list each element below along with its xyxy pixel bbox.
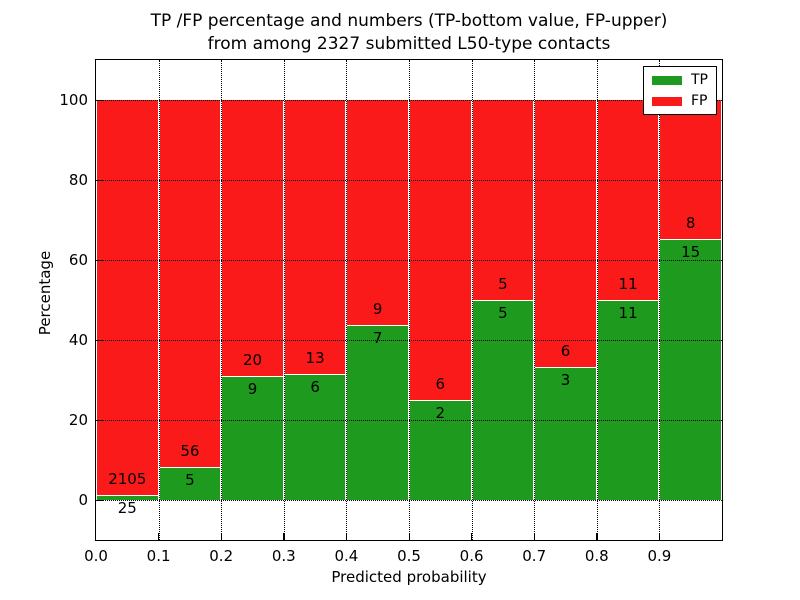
legend-item-fp: FP (652, 94, 708, 108)
v-gridline (283, 60, 285, 540)
y-tick-mark (96, 259, 103, 261)
bar-tp-segment (347, 325, 408, 500)
legend-label-fp: FP (691, 93, 708, 109)
fp-count-label: 11 (618, 275, 638, 293)
legend-swatch-tp-icon (652, 75, 682, 85)
y-tick-mark (96, 419, 103, 421)
v-gridline (346, 60, 348, 540)
x-tick-label: 0.8 (584, 547, 609, 565)
x-tick-mark (220, 533, 222, 540)
fp-count-label: 6 (435, 375, 446, 393)
tp-count-label: 25 (117, 499, 137, 518)
tp-count-label: 7 (372, 329, 383, 347)
bar-fp-segment (472, 100, 534, 300)
bar-fp-segment (535, 100, 596, 367)
legend: TP FP (643, 66, 717, 115)
v-gridline (221, 60, 223, 540)
x-tick-label: 0.4 (334, 547, 359, 565)
y-tick-label: 40 (68, 331, 88, 349)
x-tick-mark (471, 533, 473, 540)
tp-count-label: 11 (618, 304, 638, 322)
bar-tp-segment (472, 300, 534, 500)
x-tick-mark (408, 533, 410, 540)
bar-fp-segment (97, 100, 158, 496)
bar-tp-segment (97, 495, 158, 500)
v-gridline (534, 60, 536, 540)
fp-count-label: 5 (498, 275, 508, 293)
x-tick-mark (158, 533, 160, 540)
fp-count-label: 20 (242, 350, 263, 369)
bar-fp-segment (284, 100, 346, 374)
x-tick-label: 0.7 (522, 547, 547, 565)
bar-fp-segment (347, 100, 408, 325)
x-tick-label: 0.6 (459, 547, 484, 565)
x-tick-label: 0.0 (84, 547, 108, 565)
bar-fp-segment (660, 100, 721, 240)
y-tick-mark (96, 99, 103, 101)
fp-count-label: 13 (305, 348, 325, 367)
fp-count-label: 9 (372, 300, 383, 318)
fp-count-label: 56 (180, 442, 200, 461)
y-tick-mark (96, 339, 103, 341)
fp-count-label: 8 (685, 214, 696, 233)
x-tick-mark (283, 533, 285, 540)
y-tick-mark (96, 179, 103, 181)
v-gridline (659, 60, 661, 540)
y-tick-label: 0 (78, 491, 88, 509)
bar-tp-segment (597, 300, 659, 500)
x-tick-label: 0.1 (146, 547, 171, 565)
fp-count-label: 2105 (108, 470, 147, 489)
bar-tp-segment (660, 239, 721, 500)
tp-count-label: 5 (498, 304, 508, 322)
x-tick-mark (533, 533, 535, 540)
fp-count-label: 6 (560, 341, 571, 360)
x-tick-mark (345, 533, 348, 540)
bar-fp-segment (410, 100, 471, 400)
y-tick-label: 60 (68, 251, 88, 269)
tp-count-label: 2 (435, 404, 446, 422)
bar-fp-segment (222, 100, 283, 376)
tp-count-label: 3 (560, 370, 571, 389)
plot-area: TP FP 2105 25 56 5 20 9 13 6 9 7 6 2 5 5 6 3 11 11 8 15 0.0 0… (59, 59, 723, 565)
x-tick-label: 0.5 (397, 547, 421, 565)
v-gridline (158, 60, 160, 540)
y-tick-label: 100 (59, 91, 88, 109)
x-axis-label: Predicted probability (331, 568, 487, 586)
tp-count-label: 6 (310, 377, 320, 396)
x-tick-label: 0.3 (271, 547, 296, 565)
tp-count-label: 5 (185, 471, 195, 490)
chart-title-line2: from among 2327 submitted L50-type conta… (207, 34, 611, 54)
bar-tp-segment (159, 467, 221, 500)
v-gridline (409, 60, 410, 540)
y-tick-label: 80 (68, 171, 88, 189)
legend-label-tp: TP (691, 72, 708, 88)
bar-fp-segment (159, 100, 221, 468)
bar-tp-segment (284, 373, 346, 500)
tp-count-label: 9 (247, 379, 258, 398)
bar-fp-segment (597, 100, 659, 300)
x-tick-label: 0.9 (647, 547, 672, 565)
v-gridline (471, 60, 473, 540)
bar-tp-segment (535, 366, 596, 500)
chart-title-line1: TP /FP percentage and numbers (TP-bottom… (150, 11, 668, 31)
legend-swatch-fp-icon (652, 96, 682, 106)
x-tick-label: 0.2 (209, 547, 234, 565)
y-tick-mark (96, 499, 103, 501)
tp-count-label: 15 (681, 243, 701, 262)
legend-item-tp: TP (652, 73, 708, 87)
v-gridline (596, 60, 598, 540)
bar-tp-segment (222, 375, 283, 500)
x-tick-mark (658, 533, 661, 540)
bar-tp-segment (410, 400, 471, 500)
x-tick-mark (596, 533, 598, 540)
y-tick-label: 20 (68, 411, 88, 429)
